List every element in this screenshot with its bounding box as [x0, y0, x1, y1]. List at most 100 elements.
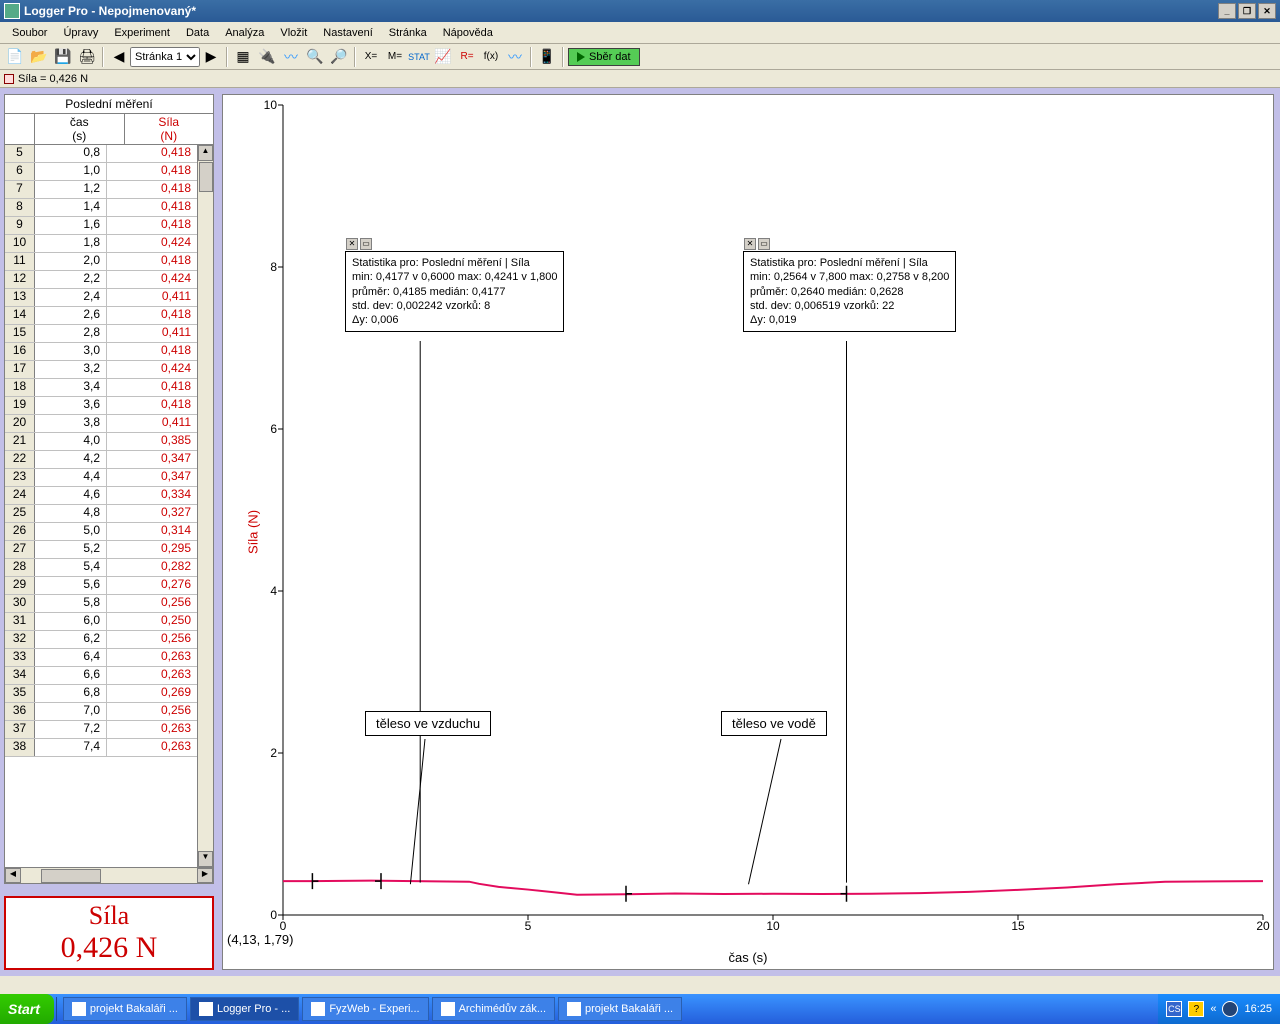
sensor-icon[interactable]: 🔌 — [256, 46, 278, 68]
cell-time[interactable]: 5,8 — [35, 595, 107, 612]
table-row[interactable]: 142,60,418 — [5, 307, 197, 325]
cell-time[interactable]: 4,0 — [35, 433, 107, 450]
menu-data[interactable]: Data — [178, 25, 217, 41]
system-tray[interactable]: CS ? « 16:25 — [1158, 994, 1280, 1024]
taskbar-item[interactable]: FyzWeb - Experi... — [302, 997, 428, 1021]
table-row[interactable]: 295,60,276 — [5, 577, 197, 595]
table-row[interactable]: 61,00,418 — [5, 163, 197, 181]
cell-force[interactable]: 0,411 — [107, 289, 197, 306]
cell-force[interactable]: 0,418 — [107, 253, 197, 270]
cell-force[interactable]: 0,385 — [107, 433, 197, 450]
menu-experiment[interactable]: Experiment — [106, 25, 178, 41]
tray-help-icon[interactable]: ? — [1188, 1001, 1204, 1017]
cell-force[interactable]: 0,418 — [107, 343, 197, 360]
table-row[interactable]: 285,40,282 — [5, 559, 197, 577]
cell-time[interactable]: 7,4 — [35, 739, 107, 756]
cell-time[interactable]: 3,0 — [35, 343, 107, 360]
zoom-in-icon[interactable]: 🔍 — [304, 46, 326, 68]
hscroll-thumb[interactable] — [41, 869, 101, 883]
cell-time[interactable]: 1,8 — [35, 235, 107, 252]
scroll-right-icon[interactable]: ▶ — [197, 868, 213, 883]
cell-force[interactable]: 0,347 — [107, 469, 197, 486]
cell-time[interactable]: 1,4 — [35, 199, 107, 216]
cell-time[interactable]: 1,0 — [35, 163, 107, 180]
cell-force[interactable]: 0,418 — [107, 379, 197, 396]
table-row[interactable]: 112,00,418 — [5, 253, 197, 271]
menu-vlozit[interactable]: Vložit — [272, 25, 315, 41]
taskbar-item[interactable]: projekt Bakaláři ... — [558, 997, 682, 1021]
table-row[interactable]: 356,80,269 — [5, 685, 197, 703]
table-row[interactable]: 81,40,418 — [5, 199, 197, 217]
cell-force[interactable]: 0,418 — [107, 145, 197, 162]
next-page-icon[interactable]: ▶ — [200, 46, 222, 68]
table-row[interactable]: 316,00,250 — [5, 613, 197, 631]
cell-time[interactable]: 2,0 — [35, 253, 107, 270]
table-row[interactable]: 336,40,263 — [5, 649, 197, 667]
cell-time[interactable]: 7,0 — [35, 703, 107, 720]
cell-force[interactable]: 0,282 — [107, 559, 197, 576]
minimize-button[interactable]: _ — [1218, 3, 1236, 19]
cell-time[interactable]: 3,8 — [35, 415, 107, 432]
page-selector[interactable]: ◀ Stránka 1 ▶ — [108, 46, 222, 68]
graph-panel[interactable]: Síla (N) čas (s) (4,13, 1,79) 0246810051… — [222, 94, 1274, 970]
statbox-close-icon[interactable]: ✕ — [346, 238, 358, 250]
cell-time[interactable]: 1,2 — [35, 181, 107, 198]
cell-force[interactable]: 0,263 — [107, 721, 197, 738]
cell-time[interactable]: 2,8 — [35, 325, 107, 342]
cell-force[interactable]: 0,424 — [107, 361, 197, 378]
scroll-up-icon[interactable]: ▲ — [198, 145, 213, 161]
curve-fit-icon[interactable]: 📈 — [432, 46, 454, 68]
cell-time[interactable]: 4,2 — [35, 451, 107, 468]
table-row[interactable]: 244,60,334 — [5, 487, 197, 505]
cell-time[interactable]: 4,6 — [35, 487, 107, 504]
annotation-box[interactable]: těleso ve vodě — [721, 711, 827, 736]
cell-time[interactable]: 7,2 — [35, 721, 107, 738]
table-row[interactable]: 91,60,418 — [5, 217, 197, 235]
cell-time[interactable]: 6,8 — [35, 685, 107, 702]
cell-time[interactable]: 6,6 — [35, 667, 107, 684]
cell-force[interactable]: 0,418 — [107, 217, 197, 234]
open-file-icon[interactable]: 📂 — [28, 46, 50, 68]
stats-box[interactable]: ✕▭Statistika pro: Poslední měření | Síla… — [345, 251, 564, 332]
cell-force[interactable]: 0,418 — [107, 199, 197, 216]
data-table[interactable]: Poslední měření čas(s) Síla(N) 50,80,418… — [4, 94, 214, 884]
table-row[interactable]: 224,20,347 — [5, 451, 197, 469]
cell-time[interactable]: 3,4 — [35, 379, 107, 396]
taskbar-item[interactable]: projekt Bakaláři ... — [63, 997, 187, 1021]
graph-icon[interactable]: 〰 — [280, 46, 302, 68]
table-row[interactable]: 50,80,418 — [5, 145, 197, 163]
cell-time[interactable]: 3,6 — [35, 397, 107, 414]
cell-force[interactable]: 0,263 — [107, 649, 197, 666]
table-row[interactable]: 254,80,327 — [5, 505, 197, 523]
statbox-close-icon[interactable]: ✕ — [744, 238, 756, 250]
examine-icon[interactable]: X= — [360, 46, 382, 68]
table-row[interactable]: 101,80,424 — [5, 235, 197, 253]
annotation-box[interactable]: těleso ve vzduchu — [365, 711, 491, 736]
cell-force[interactable]: 0,295 — [107, 541, 197, 558]
table-vscrollbar[interactable]: ▲ ▼ — [197, 145, 213, 867]
cell-force[interactable]: 0,418 — [107, 181, 197, 198]
cell-force[interactable]: 0,263 — [107, 667, 197, 684]
cell-time[interactable]: 5,6 — [35, 577, 107, 594]
stats-box[interactable]: ✕▭Statistika pro: Poslední měření | Síla… — [743, 251, 956, 332]
cell-time[interactable]: 6,4 — [35, 649, 107, 666]
cell-force[interactable]: 0,418 — [107, 307, 197, 324]
menu-nastaveni[interactable]: Nastavení — [315, 25, 381, 41]
cell-force[interactable]: 0,411 — [107, 415, 197, 432]
cell-force[interactable]: 0,327 — [107, 505, 197, 522]
print-icon[interactable]: 🖨 — [76, 46, 98, 68]
cell-force[interactable]: 0,411 — [107, 325, 197, 342]
table-row[interactable]: 183,40,418 — [5, 379, 197, 397]
cell-time[interactable]: 5,4 — [35, 559, 107, 576]
model-icon[interactable]: 〰 — [504, 46, 526, 68]
cell-force[interactable]: 0,418 — [107, 163, 197, 180]
cell-time[interactable]: 3,2 — [35, 361, 107, 378]
table-row[interactable]: 305,80,256 — [5, 595, 197, 613]
prev-page-icon[interactable]: ◀ — [108, 46, 130, 68]
cell-force[interactable]: 0,269 — [107, 685, 197, 702]
cell-time[interactable]: 6,2 — [35, 631, 107, 648]
cell-time[interactable]: 2,4 — [35, 289, 107, 306]
table-row[interactable]: 214,00,385 — [5, 433, 197, 451]
table-row[interactable]: 234,40,347 — [5, 469, 197, 487]
cell-force[interactable]: 0,256 — [107, 595, 197, 612]
